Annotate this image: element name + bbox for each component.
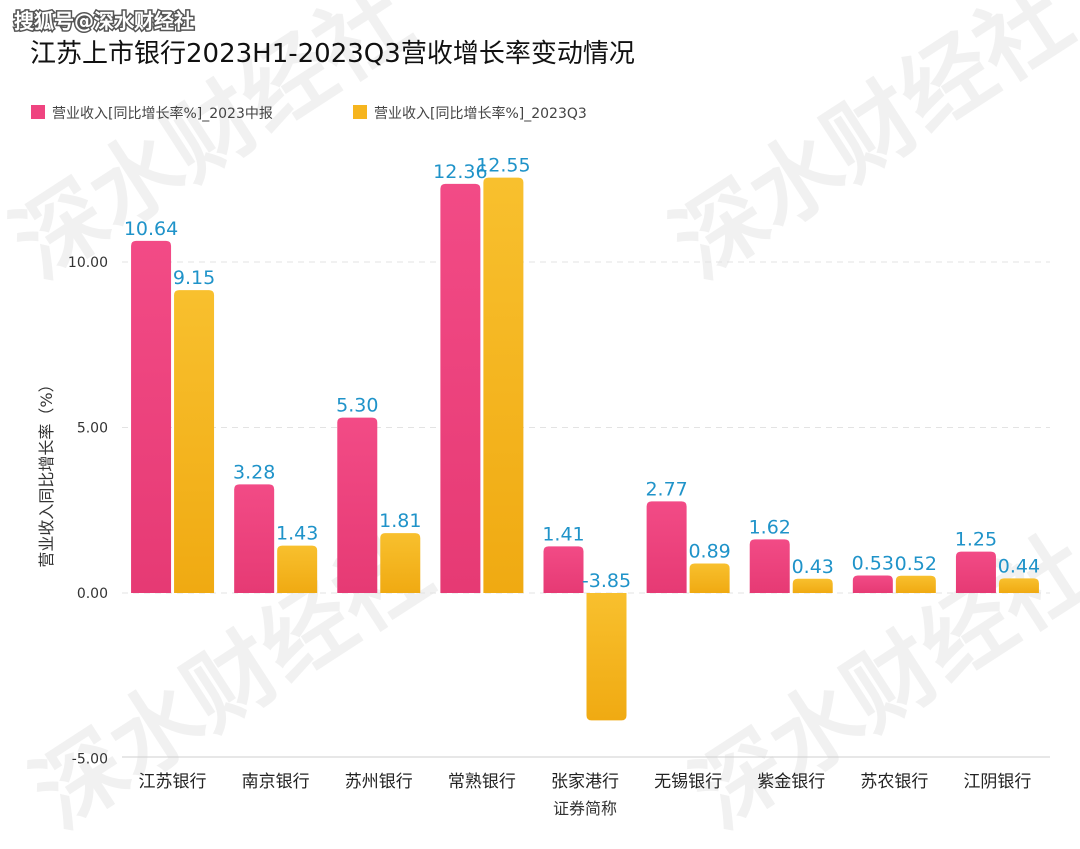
chart-title: 江苏上市银行2023H1-2023Q3营收增长率变动情况: [30, 39, 635, 69]
x-tick-label: 江阴银行: [963, 772, 1031, 792]
bar-series-2: [483, 177, 524, 593]
data-label-series-2: 0.52: [895, 553, 937, 575]
x-tick-label: 江苏银行: [139, 772, 207, 792]
legend-swatch-series-1: [31, 105, 45, 119]
bar-series-1: [440, 183, 481, 593]
legend: 营业收入[同比增长率%]_2023中报 营业收入[同比增长率%]_2023Q3: [31, 105, 587, 122]
y-axis-title: 营业收入同比增长率（%）: [37, 376, 56, 567]
data-label-series-1: 1.62: [749, 516, 791, 538]
bar-series-2: [792, 578, 833, 593]
bar-series-1: [749, 539, 790, 593]
x-tick-label: 常熟银行: [448, 771, 516, 792]
data-label-series-1: 1.25: [955, 529, 997, 551]
data-label-series-2: -3.85: [582, 570, 631, 592]
legend-label-series-1: 营业收入[同比增长率%]_2023中报: [52, 105, 273, 122]
bar-series-2: [277, 545, 318, 593]
data-label-series-1: 5.30: [336, 395, 378, 417]
data-label-series-2: 0.43: [792, 556, 834, 578]
bar-series-1: [852, 575, 893, 593]
x-tick-label: 苏州银行: [345, 772, 413, 792]
y-tick-labels: -5.00 0.00 5.00 10.00: [68, 255, 108, 768]
x-tick-labels: 江苏银行 南京银行 苏州银行 常熟银行 张家港行 无锡银行 紫金银行 苏农银行 江阴银行: [139, 771, 1032, 792]
grid: [122, 261, 1050, 758]
data-label-series-1: 2.77: [645, 478, 687, 500]
data-label-series-1: 0.53: [852, 552, 894, 574]
data-label-series-1: 10.64: [124, 218, 178, 240]
bar-series-1: [543, 546, 584, 593]
x-tick-label: 苏农银行: [860, 772, 928, 792]
bar-series-1: [646, 501, 687, 593]
source-watermark: 搜狐号@深水财经社: [14, 9, 194, 33]
bar-series-1: [955, 551, 996, 593]
x-tick-label: 紫金银行: [757, 772, 825, 792]
bar-series-2: [380, 533, 421, 593]
x-axis-title: 证券简称: [553, 799, 617, 818]
bars: [131, 177, 1039, 721]
bar-series-2: [174, 290, 215, 593]
watermark-2: 深水财经社: [655, 0, 1080, 298]
bar-series-2: [998, 578, 1039, 593]
data-label-series-2: 12.55: [476, 155, 530, 177]
x-tick-label: 南京银行: [242, 772, 310, 792]
legend-label-series-2: 营业收入[同比增长率%]_2023Q3: [374, 105, 587, 122]
x-tick-label: 无锡银行: [654, 772, 722, 792]
data-label-series-1: 3.28: [233, 461, 275, 483]
data-label-series-2: 1.81: [379, 510, 421, 532]
bar-series-1: [131, 240, 172, 594]
y-tick-label: 10.00: [68, 255, 108, 271]
data-label-series-1: 1.41: [542, 523, 584, 545]
x-tick-label: 张家港行: [551, 772, 619, 792]
data-label-series-2: 9.15: [173, 267, 215, 289]
data-label-series-2: 0.89: [688, 541, 730, 563]
bar-series-1: [234, 484, 275, 593]
bar-series-2: [689, 563, 730, 593]
bar-series-2: [895, 575, 936, 593]
y-tick-label: 0.00: [77, 586, 108, 602]
y-tick-label: -5.00: [72, 752, 108, 768]
data-label-series-2: 1.43: [276, 523, 318, 545]
data-label-series-2: 0.44: [998, 555, 1040, 577]
data-label-series-1: 12.36: [433, 161, 487, 183]
legend-swatch-series-2: [353, 105, 367, 119]
bar-series-1: [337, 417, 378, 593]
y-tick-label: 5.00: [77, 421, 108, 437]
bar-series-2: [586, 593, 627, 721]
